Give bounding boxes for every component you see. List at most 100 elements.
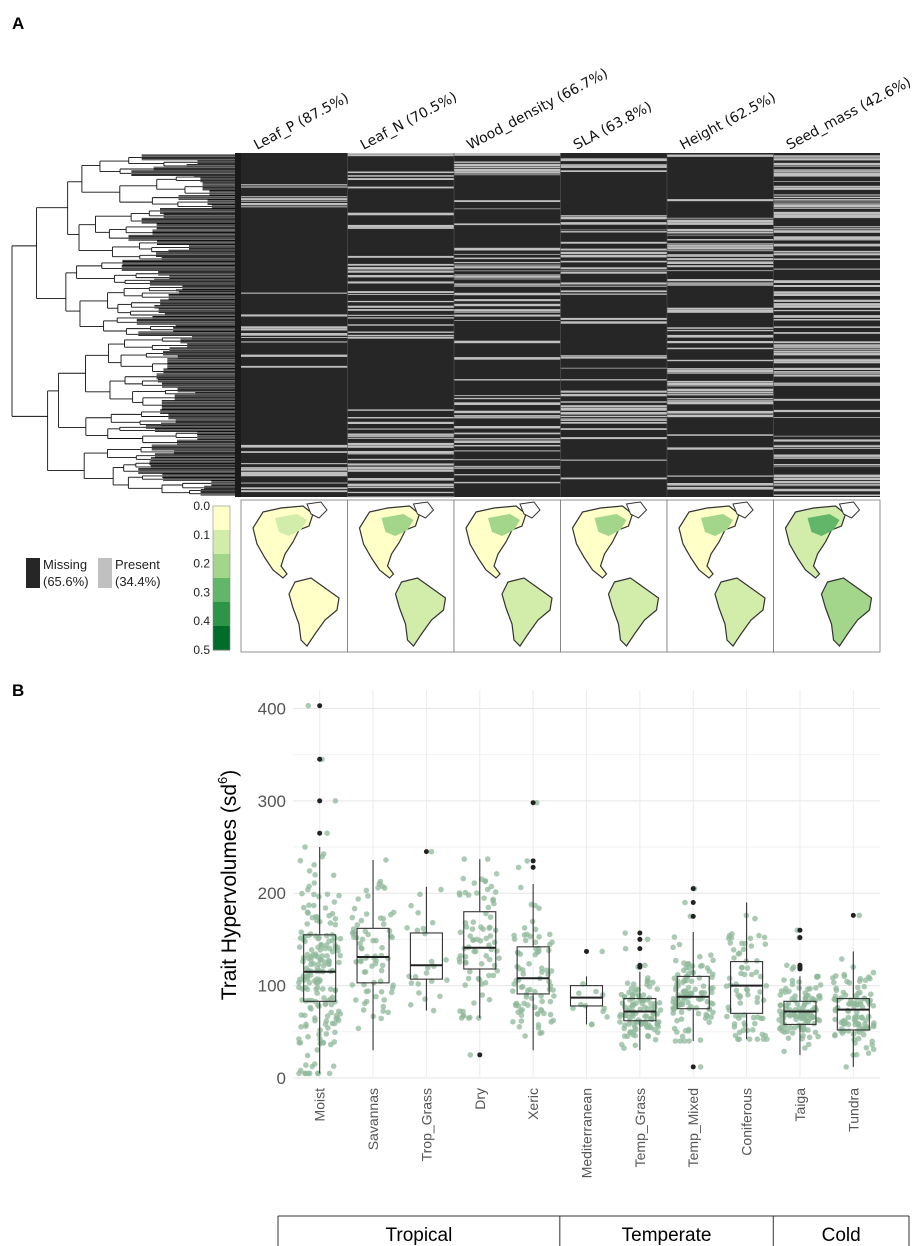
data-point — [867, 975, 873, 982]
y-tick-labels: 0 100 200 300 400 — [258, 699, 286, 1088]
box — [463, 911, 497, 970]
present-stripe — [667, 228, 774, 231]
present-stripe — [241, 444, 348, 448]
present-stripe — [773, 417, 880, 418]
present-stripe — [667, 265, 774, 268]
present-stripe — [773, 350, 880, 353]
present-stripe — [773, 466, 880, 468]
data-point — [754, 1036, 761, 1042]
present-stripe — [773, 303, 880, 306]
present-stripe — [347, 281, 454, 284]
data-point — [471, 880, 478, 886]
data-point — [486, 942, 492, 948]
present-stripe — [454, 174, 561, 176]
data-point — [738, 964, 745, 971]
data-point — [412, 974, 419, 980]
present-stripe — [560, 216, 667, 220]
data-point — [323, 1018, 330, 1024]
data-point — [547, 1011, 554, 1018]
boxplot-moist — [303, 703, 337, 1074]
data-point — [518, 884, 524, 891]
outlier-point — [637, 946, 643, 952]
data-point — [845, 1028, 852, 1034]
data-point — [297, 857, 304, 864]
data-point — [416, 990, 422, 996]
data-point — [306, 868, 313, 874]
data-point — [833, 987, 840, 994]
box — [623, 998, 657, 1022]
data-point — [644, 1024, 650, 1030]
data-point — [846, 980, 853, 986]
data-point — [621, 1033, 628, 1039]
data-point — [688, 990, 694, 997]
present-stripe — [773, 171, 880, 173]
data-point — [417, 891, 423, 898]
data-point — [511, 932, 517, 939]
outlier-point — [530, 858, 536, 864]
data-point — [806, 1034, 813, 1041]
data-point — [730, 947, 737, 953]
south-america-shape — [607, 577, 660, 647]
data-point — [865, 1050, 872, 1056]
data-point — [378, 1015, 385, 1022]
data-point — [389, 934, 396, 941]
present-stripe — [560, 231, 667, 233]
data-point — [723, 983, 730, 989]
south-america-shape — [394, 577, 447, 647]
data-point — [311, 961, 317, 967]
present-stripe — [773, 359, 880, 362]
present-stripe — [347, 334, 454, 337]
data-point — [355, 896, 362, 902]
present-stripe — [560, 477, 667, 480]
data-point — [519, 983, 526, 990]
data-point — [679, 1033, 686, 1040]
data-point — [744, 1027, 751, 1034]
present-stripe — [241, 468, 348, 471]
data-point — [465, 975, 472, 982]
present-stripe — [454, 274, 561, 276]
data-point — [853, 992, 859, 999]
data-point — [781, 1048, 787, 1055]
data-point — [845, 1014, 852, 1021]
column-title: Leaf_P (87.5%) — [251, 90, 351, 153]
data-point — [805, 986, 811, 992]
data-point — [324, 891, 331, 898]
data-point — [472, 948, 479, 955]
data-point — [349, 914, 356, 921]
data-point — [815, 1033, 821, 1040]
present-stripe — [454, 166, 561, 169]
data-point — [816, 1017, 823, 1024]
data-point — [604, 1014, 610, 1020]
present-stripe — [454, 309, 561, 312]
data-point — [736, 950, 743, 956]
data-point — [328, 1041, 334, 1048]
data-point — [671, 975, 678, 982]
data-point — [323, 1031, 330, 1037]
present-stripe — [773, 373, 880, 375]
present-stripe — [773, 398, 880, 401]
data-point — [321, 995, 327, 1001]
data-point — [670, 1006, 677, 1013]
x-tick-label: Temp_Grass — [632, 1088, 648, 1167]
present-stripe — [560, 415, 667, 418]
boxplot-savannas — [356, 859, 390, 1051]
data-point — [299, 890, 305, 897]
present-stripe — [560, 254, 667, 258]
data-point — [350, 926, 357, 932]
present-stripe — [773, 477, 880, 480]
present-stripe — [773, 201, 880, 203]
data-point — [781, 1029, 788, 1035]
group-label: Cold — [822, 1225, 861, 1246]
data-point — [319, 953, 326, 959]
data-point — [697, 996, 704, 1003]
data-point — [306, 979, 313, 986]
data-point — [738, 970, 744, 977]
greenland-shape — [625, 501, 648, 519]
present-stripe — [667, 414, 774, 418]
data-point — [685, 984, 692, 991]
data-point — [750, 1014, 757, 1021]
present-stripe — [560, 429, 667, 430]
data-point — [308, 947, 315, 953]
present-stripe — [773, 166, 880, 167]
data-point — [539, 998, 545, 1005]
